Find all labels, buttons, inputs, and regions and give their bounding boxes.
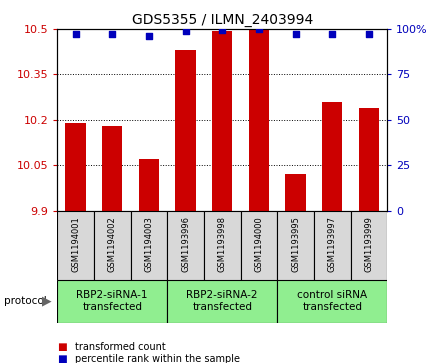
Point — [145, 33, 152, 39]
Bar — [94, 211, 131, 280]
Bar — [314, 211, 351, 280]
Point — [72, 32, 79, 37]
Text: GSM1193999: GSM1193999 — [364, 216, 374, 272]
Bar — [57, 211, 94, 280]
Point — [365, 32, 372, 37]
Text: control siRNA
transfected: control siRNA transfected — [297, 290, 367, 312]
Bar — [286, 174, 306, 211]
Bar — [167, 280, 277, 323]
Bar — [139, 159, 159, 211]
Bar — [359, 108, 379, 211]
Point — [109, 32, 116, 37]
Text: ■: ■ — [57, 342, 67, 352]
Text: GSM1193995: GSM1193995 — [291, 216, 300, 272]
Bar — [241, 211, 277, 280]
Bar — [204, 211, 241, 280]
Text: GSM1193997: GSM1193997 — [328, 216, 337, 272]
Bar — [249, 29, 269, 211]
Text: GSM1193996: GSM1193996 — [181, 216, 190, 272]
Title: GDS5355 / ILMN_2403994: GDS5355 / ILMN_2403994 — [132, 13, 313, 26]
Bar — [277, 280, 387, 323]
Text: transformed count: transformed count — [75, 342, 165, 352]
Bar — [351, 211, 387, 280]
Point — [182, 28, 189, 34]
Text: percentile rank within the sample: percentile rank within the sample — [75, 354, 240, 363]
Text: GSM1194002: GSM1194002 — [108, 216, 117, 272]
Text: protocol: protocol — [4, 296, 47, 306]
Bar — [57, 280, 167, 323]
Point — [219, 27, 226, 33]
Point — [292, 32, 299, 37]
Bar — [176, 50, 196, 211]
Text: GSM1194000: GSM1194000 — [254, 216, 264, 272]
Point — [329, 32, 336, 37]
Text: RBP2-siRNA-1
transfected: RBP2-siRNA-1 transfected — [77, 290, 148, 312]
Bar — [212, 30, 232, 211]
Bar — [167, 211, 204, 280]
Bar — [102, 126, 122, 211]
Text: ▶: ▶ — [42, 295, 51, 308]
Bar — [131, 211, 167, 280]
Point — [255, 26, 262, 32]
Text: GSM1193998: GSM1193998 — [218, 216, 227, 272]
Text: GSM1194003: GSM1194003 — [144, 216, 154, 272]
Text: RBP2-siRNA-2
transfected: RBP2-siRNA-2 transfected — [187, 290, 258, 312]
Bar — [66, 123, 86, 211]
Text: ■: ■ — [57, 354, 67, 363]
Bar — [322, 102, 342, 211]
Bar — [277, 211, 314, 280]
Text: GSM1194001: GSM1194001 — [71, 216, 80, 272]
